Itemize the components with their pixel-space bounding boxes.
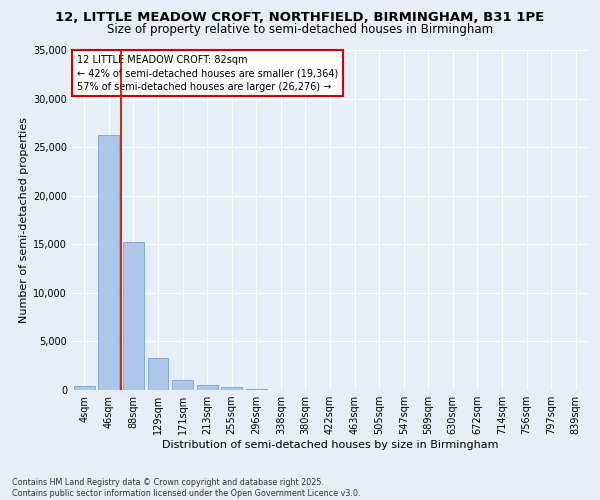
Bar [74,386,95,390]
Y-axis label: Number of semi-detached properties: Number of semi-detached properties [19,117,29,323]
Bar [98,134,119,390]
Bar [123,242,144,390]
Bar [197,385,218,390]
X-axis label: Distribution of semi-detached houses by size in Birmingham: Distribution of semi-detached houses by … [162,440,498,450]
Bar [221,387,242,390]
Bar [148,358,169,390]
Bar [246,389,267,390]
Text: Size of property relative to semi-detached houses in Birmingham: Size of property relative to semi-detach… [107,22,493,36]
Bar [172,380,193,390]
Text: 12, LITTLE MEADOW CROFT, NORTHFIELD, BIRMINGHAM, B31 1PE: 12, LITTLE MEADOW CROFT, NORTHFIELD, BIR… [55,11,545,24]
Text: 12 LITTLE MEADOW CROFT: 82sqm
← 42% of semi-detached houses are smaller (19,364): 12 LITTLE MEADOW CROFT: 82sqm ← 42% of s… [77,55,338,92]
Text: Contains HM Land Registry data © Crown copyright and database right 2025.
Contai: Contains HM Land Registry data © Crown c… [12,478,361,498]
